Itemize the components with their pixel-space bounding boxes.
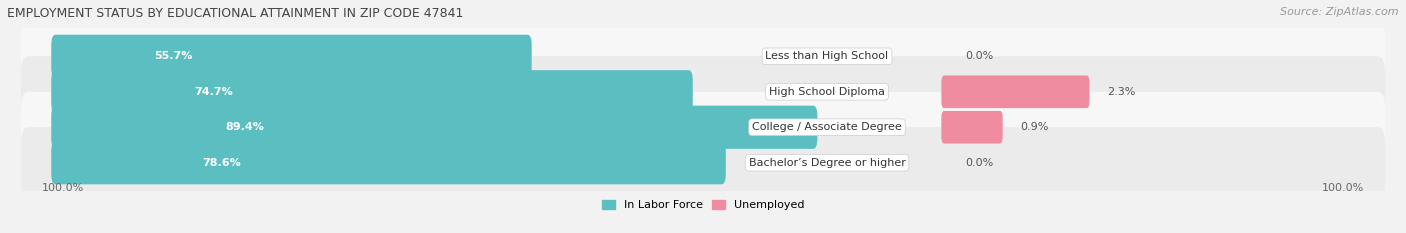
Legend: In Labor Force, Unemployed: In Labor Force, Unemployed: [598, 195, 808, 215]
Text: 0.9%: 0.9%: [1021, 122, 1049, 132]
FancyBboxPatch shape: [21, 92, 1385, 163]
Text: EMPLOYMENT STATUS BY EDUCATIONAL ATTAINMENT IN ZIP CODE 47841: EMPLOYMENT STATUS BY EDUCATIONAL ATTAINM…: [7, 7, 464, 20]
Text: 55.7%: 55.7%: [155, 51, 193, 61]
Text: 0.0%: 0.0%: [965, 51, 993, 61]
Text: College / Associate Degree: College / Associate Degree: [752, 122, 901, 132]
Text: High School Diploma: High School Diploma: [769, 87, 884, 97]
Text: 100.0%: 100.0%: [1322, 183, 1364, 193]
FancyBboxPatch shape: [51, 35, 531, 78]
FancyBboxPatch shape: [942, 75, 1090, 108]
FancyBboxPatch shape: [51, 70, 693, 113]
Text: Less than High School: Less than High School: [765, 51, 889, 61]
Text: 74.7%: 74.7%: [194, 87, 233, 97]
Text: Source: ZipAtlas.com: Source: ZipAtlas.com: [1281, 7, 1399, 17]
Text: 89.4%: 89.4%: [225, 122, 264, 132]
FancyBboxPatch shape: [942, 111, 1002, 144]
Text: Bachelor’s Degree or higher: Bachelor’s Degree or higher: [748, 158, 905, 168]
Text: 2.3%: 2.3%: [1108, 87, 1136, 97]
Text: 100.0%: 100.0%: [42, 183, 84, 193]
FancyBboxPatch shape: [51, 141, 725, 184]
FancyBboxPatch shape: [51, 106, 817, 149]
FancyBboxPatch shape: [21, 56, 1385, 127]
FancyBboxPatch shape: [21, 127, 1385, 198]
Text: 78.6%: 78.6%: [202, 158, 242, 168]
FancyBboxPatch shape: [21, 21, 1385, 92]
Text: 0.0%: 0.0%: [965, 158, 993, 168]
